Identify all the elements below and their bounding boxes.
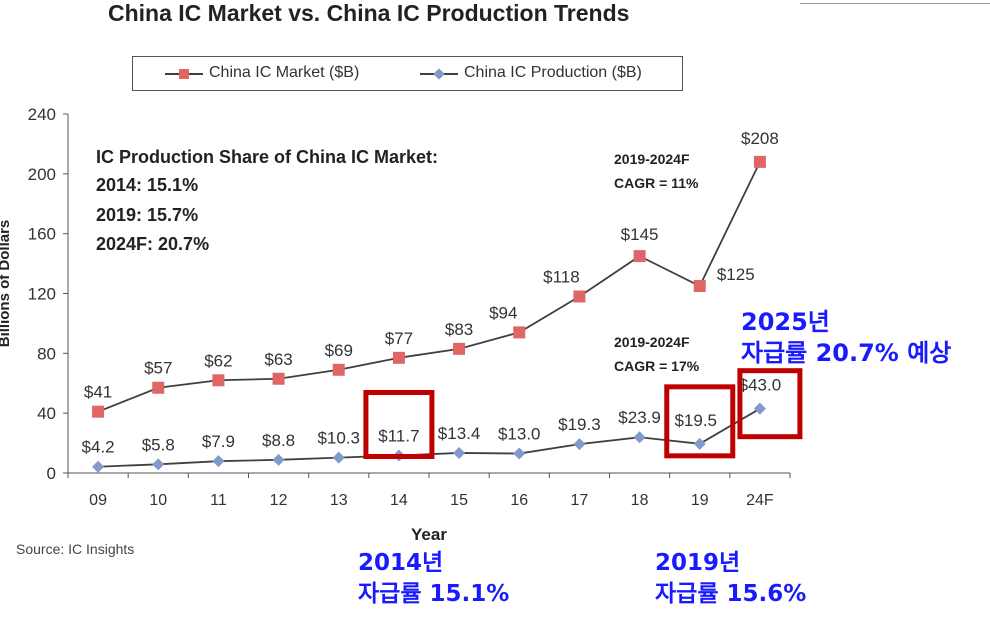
market-point — [573, 290, 586, 303]
production-data-label: $4.2 — [82, 438, 115, 457]
callout-2019-text: 자급률 15.6% — [655, 581, 807, 607]
x-tick-label: 10 — [149, 492, 167, 509]
production-data-label: $10.3 — [317, 429, 360, 448]
callout-2025-year: 2025년 — [741, 308, 830, 336]
production-data-label: $19.5 — [674, 411, 717, 430]
x-tick-label: 09 — [89, 492, 107, 509]
y-tick-label: 200 — [28, 165, 56, 184]
x-tick-label: 16 — [510, 492, 528, 509]
share-title: IC Production Share of China IC Market: — [96, 147, 439, 167]
production-cagr: CAGR = 17% — [614, 358, 700, 374]
market-data-label: $77 — [385, 329, 413, 348]
callout-2019-year: 2019년 — [655, 550, 741, 576]
share-2014: 2014: 15.1% — [96, 175, 199, 195]
production-point — [453, 446, 466, 459]
x-tick-label: 18 — [631, 492, 649, 509]
production-point — [152, 458, 165, 471]
production-point — [212, 455, 225, 468]
market-data-label: $41 — [84, 383, 112, 402]
x-tick-label: 13 — [330, 492, 348, 509]
market-data-label: $63 — [264, 350, 292, 369]
share-2019: 2019: 15.7% — [96, 205, 199, 225]
y-tick-label: 40 — [37, 404, 56, 423]
x-tick-label: 17 — [571, 492, 589, 509]
legend: China IC Market ($B) China IC Production… — [132, 56, 683, 91]
share-2024: 2024F: 20.7% — [96, 234, 210, 254]
market-point — [633, 250, 646, 263]
production-data-label: $8.8 — [262, 431, 295, 450]
production-point — [573, 438, 586, 451]
chart-title: China IC Market vs. China IC Production … — [108, 0, 630, 26]
market-point — [272, 372, 285, 385]
production-point — [513, 447, 526, 460]
callout-2025-text: 자급률 20.7% 예상 — [741, 339, 952, 367]
x-tick-label: 19 — [691, 492, 709, 509]
market-data-label: $94 — [489, 303, 517, 322]
market-point — [753, 155, 766, 168]
x-tick-label: 24F — [746, 492, 774, 509]
market-series-line — [97, 161, 761, 413]
production-data-label: $5.8 — [142, 435, 175, 454]
x-tick-label: 12 — [270, 492, 288, 509]
market-data-label: $118 — [543, 267, 580, 286]
y-tick-label: 240 — [28, 105, 56, 124]
production-point — [272, 453, 285, 466]
legend-market-marker — [179, 69, 189, 79]
source-note: Source: IC Insights — [16, 541, 135, 557]
market-data-label: $125 — [717, 265, 755, 284]
production-point — [633, 431, 646, 444]
y-tick-label: 160 — [28, 225, 56, 244]
production-point — [693, 437, 706, 450]
production-point — [92, 460, 105, 473]
production-data-label: $19.3 — [558, 415, 601, 434]
market-point — [152, 381, 165, 394]
market-cagr-period: 2019-2024F — [614, 151, 690, 167]
market-point — [332, 363, 345, 376]
production-cagr-period: 2019-2024F — [614, 334, 690, 350]
market-point — [453, 342, 466, 355]
market-point — [392, 351, 405, 364]
x-tick-label: 14 — [390, 492, 408, 509]
market-data-label: $57 — [144, 359, 172, 378]
callout-2014-year: 2014년 — [358, 550, 444, 576]
legend-production-label: China IC Production ($B) — [464, 64, 642, 81]
legend-market-label: China IC Market ($B) — [209, 64, 360, 81]
market-point — [693, 280, 706, 293]
highlight-box-2019 — [664, 384, 736, 459]
x-tick-label: 11 — [210, 492, 227, 509]
production-data-label: $43.0 — [739, 376, 782, 395]
highlight-box-2014 — [363, 389, 435, 459]
market-point — [513, 326, 526, 339]
production-data-label: $13.0 — [498, 425, 541, 444]
market-data-label: $145 — [621, 225, 659, 244]
production-data-label: $7.9 — [202, 432, 235, 451]
x-tick-label: 15 — [450, 492, 468, 509]
market-data-label: $208 — [741, 129, 779, 148]
y-axis-title: Billions of Dollars — [0, 220, 13, 348]
production-point — [332, 451, 345, 464]
market-data-label: $62 — [204, 351, 232, 370]
top-divider — [800, 3, 990, 4]
market-data-label: $69 — [325, 341, 353, 360]
highlight-box-2024f — [737, 368, 803, 440]
y-tick-label: 80 — [37, 344, 56, 363]
x-axis-title: Year — [411, 525, 447, 544]
y-tick-label: 120 — [28, 285, 56, 304]
market-data-label: $83 — [445, 320, 473, 339]
production-data-label: $13.4 — [438, 424, 481, 443]
market-point — [212, 374, 225, 387]
market-cagr: CAGR = 11% — [614, 175, 699, 191]
market-point — [92, 405, 105, 418]
production-data-label: $11.7 — [378, 426, 419, 445]
production-point — [753, 402, 766, 415]
y-tick-label: 0 — [47, 464, 56, 483]
callout-2014-text: 자급률 15.1% — [358, 581, 510, 607]
production-data-label: $23.9 — [618, 408, 661, 427]
